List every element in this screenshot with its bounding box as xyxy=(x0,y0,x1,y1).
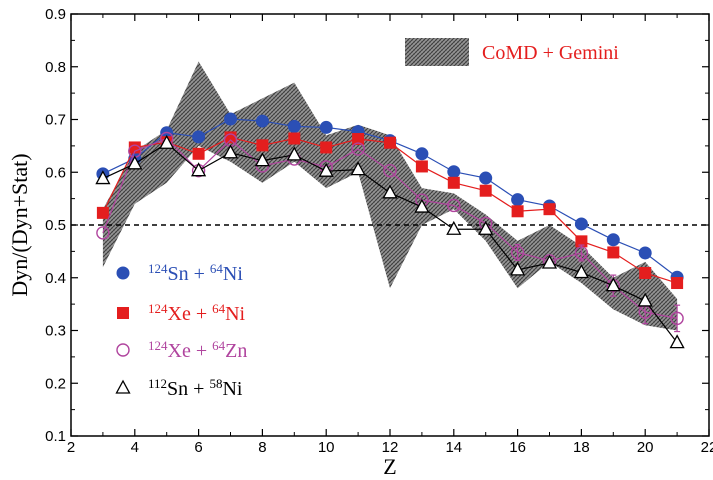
data-point xyxy=(574,246,589,260)
data-point xyxy=(605,277,621,292)
data-point xyxy=(637,292,653,307)
x-axis-label: Z xyxy=(383,454,396,479)
legend-label: 124Sn + 64Ni xyxy=(148,261,243,286)
data-point xyxy=(511,205,524,218)
data-point xyxy=(224,131,237,144)
data-point xyxy=(320,141,333,154)
x-tick-label: 22 xyxy=(701,439,713,456)
data-point xyxy=(414,198,430,213)
x-tick-label: 4 xyxy=(131,439,139,456)
data-point xyxy=(95,170,111,185)
x-tick-label: 18 xyxy=(573,439,590,456)
x-tick-label: 6 xyxy=(194,439,202,456)
data-point xyxy=(254,152,270,167)
data-point xyxy=(479,184,492,197)
y-tick-label: 0.5 xyxy=(45,217,66,234)
data-point xyxy=(384,136,396,149)
data-point xyxy=(96,226,110,240)
series-1 xyxy=(96,131,684,290)
data-point xyxy=(382,184,398,199)
series-layer xyxy=(95,112,685,349)
x-tick-label: 2 xyxy=(67,439,75,456)
data-point xyxy=(350,161,366,176)
legend-marker xyxy=(115,379,131,394)
data-point xyxy=(447,165,461,179)
data-point xyxy=(286,146,302,161)
x-tick-label: 14 xyxy=(445,439,462,456)
data-point xyxy=(478,220,494,235)
data-point xyxy=(383,163,397,178)
data-point xyxy=(255,114,269,128)
band-legend-label: CoMD + Gemini xyxy=(482,42,619,64)
data-point xyxy=(446,220,462,235)
data-point xyxy=(352,133,365,146)
data-point xyxy=(192,147,205,160)
y-tick-label: 0.7 xyxy=(45,112,66,129)
legend-marker xyxy=(116,266,130,280)
data-point xyxy=(159,134,175,149)
data-point xyxy=(415,147,429,161)
data-point xyxy=(191,162,207,177)
data-point xyxy=(287,119,301,133)
legend-marker xyxy=(117,307,129,319)
data-point xyxy=(192,130,206,144)
data-point xyxy=(669,334,685,349)
data-point xyxy=(638,246,652,260)
legend-label: 124Xe + 64Zn xyxy=(148,338,247,363)
data-point xyxy=(318,162,334,177)
data-point xyxy=(447,176,460,189)
data-point xyxy=(671,277,684,290)
data-point xyxy=(479,171,493,185)
data-point xyxy=(543,203,556,216)
series-3 xyxy=(95,134,685,349)
data-point xyxy=(288,132,301,145)
data-point xyxy=(256,139,269,152)
data-point xyxy=(224,112,237,126)
y-tick-label: 0.8 xyxy=(45,59,66,76)
band-legend: CoMD + Gemini xyxy=(405,38,619,66)
data-point xyxy=(510,261,526,276)
data-point xyxy=(351,142,365,156)
x-tick-label: 16 xyxy=(509,439,526,456)
y-tick-label: 0.1 xyxy=(45,428,66,445)
data-point xyxy=(96,206,109,219)
data-point xyxy=(319,120,333,134)
data-point xyxy=(127,155,143,170)
data-point xyxy=(222,144,239,159)
x-tick-label: 20 xyxy=(637,439,654,456)
y-tick-label: 0.2 xyxy=(45,375,66,392)
y-axis-label: Dyn/(Dyn+Stat) xyxy=(7,153,32,296)
x-tick-label: 10 xyxy=(318,439,335,456)
data-point xyxy=(575,235,588,248)
data-point xyxy=(511,193,525,207)
x-tick-label: 12 xyxy=(382,439,399,456)
data-point xyxy=(573,264,589,279)
y-tick-label: 0.3 xyxy=(45,323,66,340)
data-point xyxy=(415,160,428,173)
data-point xyxy=(447,198,461,213)
y-tick-label: 0.4 xyxy=(45,270,66,287)
legend-marker xyxy=(116,343,130,357)
data-point xyxy=(510,245,525,260)
legend: 124Sn + 64Ni 124Xe + 64Ni 124Xe + 64Zn 112S… xyxy=(115,261,247,401)
data-point xyxy=(541,254,558,269)
data-point xyxy=(606,233,620,247)
data-point xyxy=(607,246,620,259)
data-point xyxy=(639,267,652,280)
data-point xyxy=(574,217,588,231)
y-tick-label: 0.6 xyxy=(45,164,66,181)
data-point xyxy=(670,311,684,326)
band-legend-swatch xyxy=(405,38,469,66)
tick-layer: 2 4 6 8 10 12 14 16 18 20 22 0.1 0.2 0.3 0.4 0.5 0.6 0.7 0… xyxy=(45,6,713,456)
legend-label: 112Sn + 58Ni xyxy=(148,376,243,401)
y-tick-label: 0.9 xyxy=(45,6,66,23)
legend-label: 124Xe + 64Ni xyxy=(148,301,246,326)
x-tick-label: 8 xyxy=(258,439,266,456)
